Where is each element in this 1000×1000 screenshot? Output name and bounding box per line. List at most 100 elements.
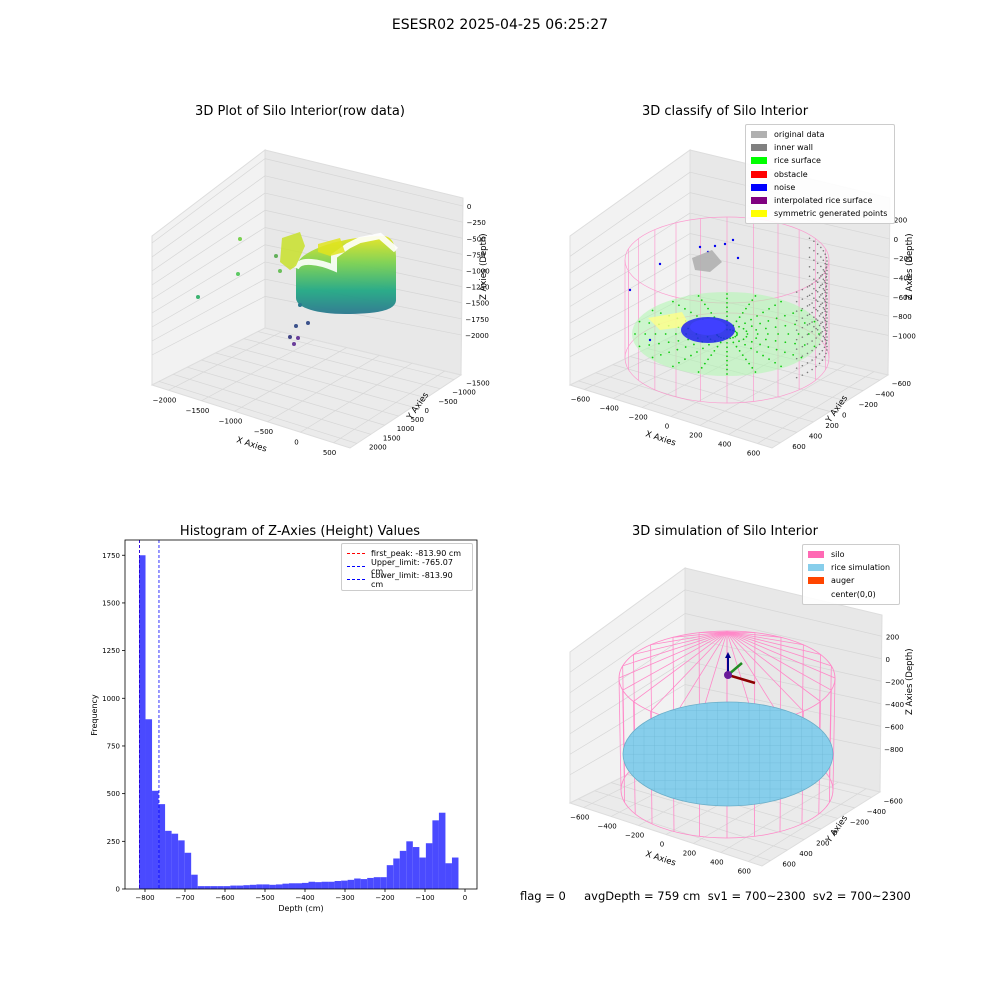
legend-entry: Lower_limit: -813.90 cm	[347, 571, 467, 589]
z-tick-label: −250	[467, 219, 486, 227]
histogram-bar	[275, 884, 283, 889]
histogram-bar	[152, 790, 159, 889]
legend-label: first_peak: -813.90 cm	[371, 549, 462, 559]
histogram-bar	[380, 877, 387, 889]
z-tick-label: −1250	[466, 284, 490, 292]
plot2-xlabel: X Axies	[644, 429, 677, 448]
z-tick-label: −200	[893, 255, 912, 263]
plot2-title: 3D classify of Silo Interior	[641, 104, 809, 119]
histogram-bar	[230, 885, 237, 889]
legend-label: symmetric generated points	[774, 209, 888, 219]
y-tick-label: 0	[833, 829, 837, 837]
legend-swatch	[808, 577, 824, 585]
histogram-bar	[308, 881, 316, 889]
legend-entry: rice simulation	[808, 561, 894, 574]
outlier-point	[236, 272, 240, 276]
plot4-xlabel: X Axies	[644, 849, 677, 868]
x-tick-label: −1000	[219, 417, 243, 425]
histogram-bar	[288, 883, 296, 889]
z-tick-label: −400	[885, 701, 904, 709]
x-tick-label: −600	[570, 814, 589, 822]
y-tick-label: −400	[875, 391, 894, 399]
plot4-rice-simulation	[622, 701, 834, 807]
legend-entry: rice surface	[751, 154, 889, 167]
plot2-inner-wall	[795, 237, 828, 379]
plot3-title: Histogram of Z-Axies (Height) Values	[179, 524, 421, 539]
y-tick-label: −200	[859, 401, 878, 409]
histogram-bar	[295, 883, 302, 889]
plot2-legend: original data inner wall rice surface obsta…	[745, 124, 895, 225]
histogram-bar	[210, 886, 218, 889]
legend-entry: Upper_limit: -765.07 cm	[347, 557, 467, 576]
histogram-bar	[171, 833, 179, 889]
histogram-bar	[445, 863, 452, 889]
histogram-bar	[399, 850, 407, 889]
plot2-ticks: −600−400−20002004006006004002000−200−400…	[571, 217, 916, 458]
histogram-bar	[451, 857, 459, 889]
outlier-point	[238, 237, 242, 241]
plot1-point-cloud	[196, 232, 398, 346]
x-tick-label: 0	[294, 438, 298, 446]
plot2-symmetric-points	[648, 312, 690, 330]
legend-label: Upper_limit: -765.07 cm	[371, 557, 453, 576]
legend-entry: silo	[808, 548, 894, 561]
histogram-bar	[393, 858, 400, 889]
y-tick-label: 0	[424, 407, 428, 415]
plot2-3d-classify: −600−400−20002004006006004002000−200−400…	[568, 149, 916, 458]
legend-label: obstacle	[774, 169, 808, 179]
histogram-bar	[184, 852, 192, 889]
y-tick-label: 200	[816, 840, 829, 848]
histogram-bars	[139, 555, 459, 889]
plot3-frame	[124, 539, 478, 890]
legend-entry: auger	[808, 574, 894, 587]
x-tick-label: 600	[747, 450, 760, 458]
z-tick-label: 0	[467, 203, 471, 211]
y-tick-label: −600	[892, 380, 911, 388]
x-tick-label: 200	[683, 850, 696, 858]
plot4-title: 3D simulation of Silo Interior	[632, 524, 818, 539]
z-tick-label: −750	[466, 251, 485, 259]
legend-swatch	[751, 197, 767, 205]
plot1-zlabel: Z Axies (Depth)	[479, 233, 489, 300]
x-tick-label: −700	[175, 894, 194, 902]
y-tick-label: 1000	[397, 425, 415, 433]
legend-label: interpolated rice surface	[774, 196, 873, 206]
legend-swatch	[808, 551, 824, 559]
histogram-bar	[315, 882, 322, 889]
histogram-bar	[236, 885, 244, 889]
x-tick-label: −300	[335, 894, 354, 902]
y-tick-label: 600	[782, 861, 795, 869]
y-tick-label: 1750	[102, 552, 120, 560]
x-tick-label: −400	[600, 405, 619, 413]
histogram-x-ticks: −800 −700 −600 −500 −400 −300 −200 −100 0	[135, 889, 467, 902]
histogram-bar	[223, 886, 231, 889]
legend-swatch	[808, 564, 824, 572]
histogram-bar	[432, 820, 439, 889]
x-tick-label: −800	[135, 894, 154, 902]
plot1-title: 3D Plot of Silo Interior(row data)	[195, 104, 405, 119]
plot4-zlabel: Z Axies (Depth)	[905, 648, 915, 715]
histogram-bar	[191, 874, 198, 889]
outlier-point	[274, 254, 278, 258]
plot2-noise	[628, 238, 740, 343]
legend-label: center(0,0)	[831, 589, 876, 599]
legend-label: rice simulation	[831, 563, 891, 573]
z-tick-label: −800	[884, 746, 903, 754]
legend-entry: interpolated rice surface	[751, 194, 889, 207]
x-tick-label: −200	[625, 832, 644, 840]
x-tick-label: −100	[415, 894, 434, 902]
legend-entry: obstacle	[751, 168, 889, 181]
legend-swatch	[751, 144, 767, 152]
histogram-bar	[145, 719, 153, 889]
legend-entry: inner wall	[751, 141, 889, 154]
z-tick-label: −800	[892, 313, 911, 321]
z-tick-label: −500	[466, 235, 485, 243]
histogram-bar	[282, 883, 289, 889]
figure-title: ESESR02 2025-04-25 06:25:27	[391, 17, 609, 33]
y-tick-label: 0	[116, 886, 120, 894]
histogram-bar	[354, 878, 361, 889]
z-tick-label: −600	[885, 723, 904, 731]
x-tick-label: −200	[375, 894, 394, 902]
z-tick-label: 200	[886, 633, 899, 641]
legend-swatch	[751, 210, 767, 218]
